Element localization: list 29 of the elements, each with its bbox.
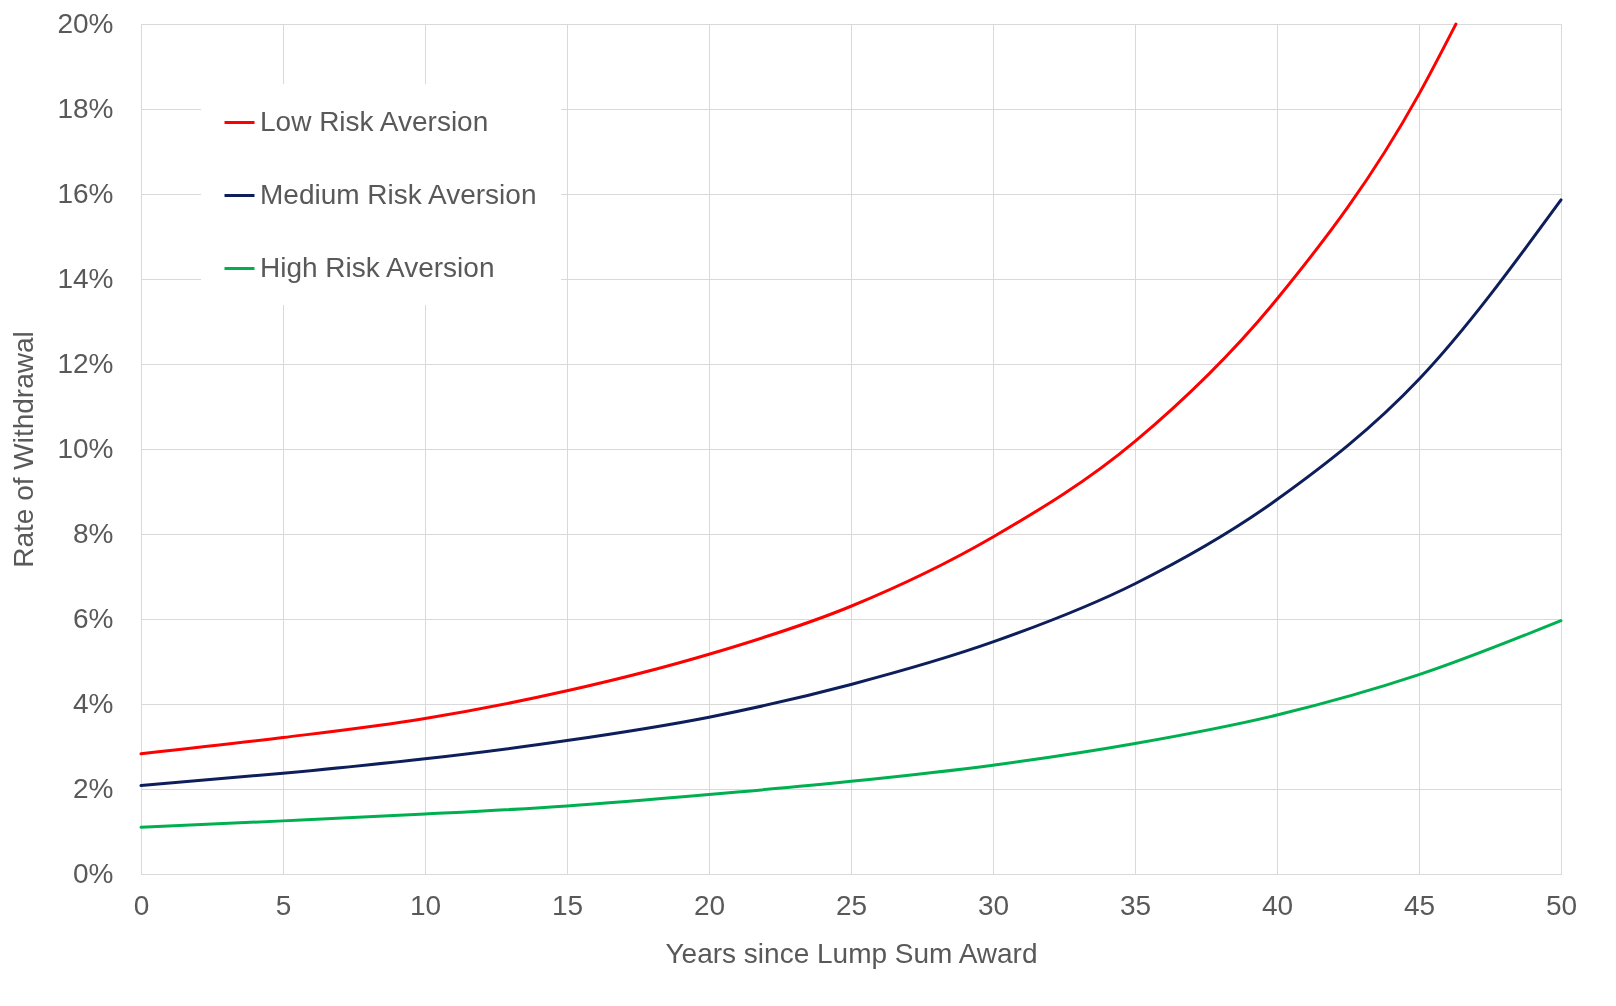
x-tick-label: 45 <box>1403 889 1436 921</box>
x-tick-label: 50 <box>1545 889 1578 921</box>
x-tick-label: 40 <box>1261 889 1294 921</box>
y-tick-label: 8% <box>73 517 114 549</box>
x-tick-label: 20 <box>693 889 726 921</box>
x-tick-label: 5 <box>275 889 292 921</box>
y-tick-label: 0% <box>73 857 114 889</box>
x-tick-label: 35 <box>1119 889 1152 921</box>
x-tick-label: 10 <box>409 889 442 921</box>
legend-label: High Risk Aversion <box>260 251 495 283</box>
line-series <box>139 619 1563 829</box>
y-tick-label: 6% <box>73 602 114 634</box>
x-tick-label: 30 <box>977 889 1010 921</box>
line-series <box>139 22 1458 756</box>
y-tick-label: 20% <box>57 7 114 39</box>
x-tick-label: 0 <box>133 889 150 921</box>
x-tick-label: 15 <box>551 889 584 921</box>
y-tick-label: 10% <box>57 432 114 464</box>
legend-label: Low Risk Aversion <box>260 105 489 137</box>
y-tick-label: 4% <box>73 687 114 719</box>
y-tick-label: 16% <box>57 177 114 209</box>
y-tick-label: 12% <box>57 347 114 379</box>
x-axis-title: Years since Lump Sum Award <box>665 937 1038 969</box>
y-tick-label: 2% <box>73 772 114 804</box>
y-axis-title: Rate of Withdrawal <box>8 331 40 568</box>
y-tick-label: 18% <box>57 92 114 124</box>
y-tick-label: 14% <box>57 262 114 294</box>
x-tick-label: 25 <box>835 889 868 921</box>
legend-label: Medium Risk Aversion <box>260 178 537 210</box>
